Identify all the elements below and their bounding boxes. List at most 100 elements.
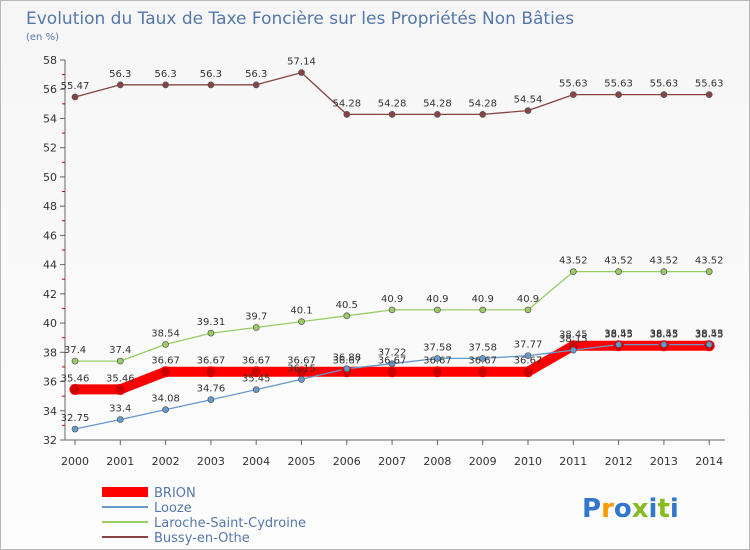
data-label-bussy-en-othe: 55.63 bbox=[650, 79, 679, 90]
data-label-bussy-en-othe: 55.47 bbox=[61, 81, 90, 92]
data-label-bussy-en-othe: 56.3 bbox=[245, 69, 267, 80]
data-label-laroche-saint-cydroine: 37.4 bbox=[64, 345, 86, 356]
data-label-looze: 35.45 bbox=[242, 374, 271, 385]
point-looze bbox=[343, 365, 351, 373]
data-label-bussy-en-othe: 56.3 bbox=[154, 69, 176, 80]
data-label-brion: 36.67 bbox=[287, 356, 316, 367]
point-laroche-saint-cydroine bbox=[705, 268, 713, 275]
point-bussy-en-othe bbox=[298, 69, 305, 76]
point-brion bbox=[250, 366, 262, 378]
data-label-laroche-saint-cydroine: 40.1 bbox=[290, 306, 312, 317]
chart-subtitle: (en %) bbox=[26, 32, 59, 43]
x-tick-label: 2005 bbox=[288, 455, 316, 468]
data-label-brion: 36.67 bbox=[423, 356, 452, 367]
point-bussy-en-othe bbox=[524, 107, 532, 114]
point-bussy-en-othe bbox=[615, 91, 622, 98]
data-label-brion: 35.46 bbox=[106, 373, 135, 384]
y-tick-label: 54 bbox=[43, 112, 57, 125]
y-tick-label: 32 bbox=[43, 434, 57, 447]
data-label-brion: 36.67 bbox=[468, 356, 497, 367]
data-label-brion: 36.67 bbox=[514, 356, 543, 367]
logo-letter: t bbox=[657, 494, 669, 524]
x-tick-label: 2008 bbox=[423, 455, 451, 468]
data-label-laroche-saint-cydroine: 40.9 bbox=[517, 294, 539, 305]
data-label-brion: 36.67 bbox=[332, 356, 361, 367]
legend-label-bussy-en-othe: Bussy-en-Othe bbox=[154, 531, 250, 546]
logo-letter: r bbox=[601, 494, 614, 524]
series-labels: 55.47 56.3 56.3 56.3 56.3 57.14 54.28 54.28 54.2… bbox=[61, 57, 724, 424]
point-laroche-saint-cydroine bbox=[343, 312, 351, 320]
point-laroche-saint-cydroine bbox=[162, 341, 169, 348]
point-brion bbox=[114, 383, 126, 395]
point-looze bbox=[162, 406, 169, 413]
point-bussy-en-othe bbox=[569, 91, 577, 98]
point-bussy-en-othe bbox=[71, 93, 79, 101]
data-label-bussy-en-othe: 56.3 bbox=[109, 69, 131, 80]
data-label-looze: 32.75 bbox=[61, 413, 90, 424]
point-brion bbox=[522, 366, 534, 378]
chart-title: Evolution du Taux de Taxe Foncière sur l… bbox=[26, 9, 574, 29]
point-looze bbox=[116, 416, 124, 423]
point-laroche-saint-cydroine bbox=[252, 324, 260, 331]
data-label-brion: 36.67 bbox=[151, 356, 180, 367]
data-label-brion: 36.67 bbox=[378, 356, 407, 367]
point-laroche-saint-cydroine bbox=[116, 357, 124, 365]
data-label-looze: 36.88 bbox=[332, 353, 361, 364]
logo-letter: P bbox=[582, 494, 601, 524]
data-label-laroche-saint-cydroine: 39.7 bbox=[245, 311, 267, 322]
data-label-brion: 38.45 bbox=[650, 330, 679, 341]
data-label-laroche-saint-cydroine: 38.54 bbox=[151, 328, 180, 339]
y-tick-label: 48 bbox=[43, 200, 57, 213]
x-tick-label: 2012 bbox=[605, 455, 633, 468]
x-tick-label: 2011 bbox=[559, 455, 587, 468]
logo-letter: o bbox=[614, 494, 632, 524]
point-brion bbox=[386, 366, 398, 378]
x-tick-label: 2009 bbox=[469, 455, 497, 468]
point-looze bbox=[298, 375, 305, 383]
point-brion bbox=[69, 383, 81, 395]
point-bussy-en-othe bbox=[434, 111, 441, 118]
legend: BRIONLoozeLaroche-Saint-CydroineBussy-en… bbox=[102, 486, 306, 546]
x-tick-label: 2010 bbox=[514, 455, 542, 468]
point-looze bbox=[388, 360, 396, 368]
logo-letter: x bbox=[632, 494, 649, 524]
data-label-laroche-saint-cydroine: 40.9 bbox=[426, 294, 448, 305]
data-label-laroche-saint-cydroine: 43.52 bbox=[604, 256, 633, 267]
data-label-bussy-en-othe: 55.63 bbox=[604, 79, 633, 90]
y-tick-label: 42 bbox=[43, 288, 57, 301]
data-label-looze: 34.76 bbox=[197, 384, 226, 395]
data-label-bussy-en-othe: 54.28 bbox=[378, 98, 407, 109]
point-laroche-saint-cydroine bbox=[615, 268, 622, 275]
data-label-looze: 38.15 bbox=[559, 334, 588, 345]
y-tick-label: 58 bbox=[43, 54, 57, 67]
x-tick-label: 2013 bbox=[650, 455, 678, 468]
data-label-laroche-saint-cydroine: 43.52 bbox=[650, 256, 679, 267]
point-bussy-en-othe bbox=[705, 91, 713, 98]
axes bbox=[64, 60, 725, 441]
y-ticks: 32 34 36 38 40 42 44 46 48 50 52 54 56 58 bbox=[43, 54, 65, 447]
point-bussy-en-othe bbox=[388, 111, 396, 118]
data-label-looze: 37.58 bbox=[468, 342, 497, 353]
data-label-brion: 36.67 bbox=[197, 356, 226, 367]
data-label-looze: 38.53 bbox=[604, 329, 633, 340]
point-looze bbox=[524, 352, 532, 360]
legend-label-looze: Looze bbox=[154, 501, 192, 516]
data-label-looze: 37.22 bbox=[378, 348, 407, 359]
y-tick-label: 56 bbox=[43, 83, 57, 96]
logo-letter: i bbox=[670, 494, 679, 524]
y-tick-label: 34 bbox=[43, 405, 57, 418]
x-tick-label: 2000 bbox=[61, 455, 89, 468]
point-bussy-en-othe bbox=[479, 111, 487, 118]
logo-letter: i bbox=[649, 494, 658, 524]
y-tick-label: 50 bbox=[43, 171, 57, 184]
data-label-brion: 35.46 bbox=[61, 373, 90, 384]
data-label-laroche-saint-cydroine: 43.52 bbox=[559, 256, 588, 267]
proxiti-logo: Proxiti bbox=[582, 494, 679, 524]
data-label-brion: 38.45 bbox=[559, 330, 588, 341]
data-label-bussy-en-othe: 57.14 bbox=[287, 57, 316, 68]
x-tick-label: 2003 bbox=[197, 455, 225, 468]
point-laroche-saint-cydroine bbox=[71, 357, 79, 365]
x-tick-label: 2004 bbox=[242, 455, 270, 468]
